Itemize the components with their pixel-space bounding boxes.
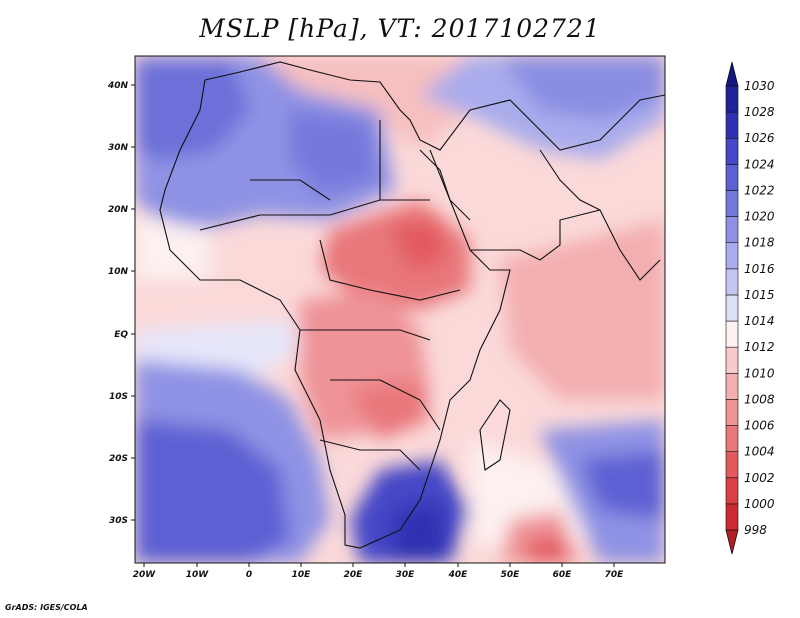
x-tick-label: 30E [396,570,416,580]
tick-marks [131,84,615,567]
colorbar-label: 1018 [744,236,775,250]
colorbar-label: 998 [744,523,767,537]
colorbar-label: 1002 [744,471,775,485]
y-tick-label: 10S [109,392,128,402]
colorbar-label: 1006 [744,419,775,433]
y-axis-labels: 40N 30N 20N 10N EQ 10S 20S 30S [107,81,129,526]
y-tick-label: 10N [108,267,129,277]
colorbar-segment [725,294,739,322]
colorbar-triangle-high [725,61,739,87]
coastlines [159,61,665,549]
x-tick-label: 10E [292,570,312,580]
y-tick-label: 20S [109,454,128,464]
colorbar-segment [725,111,739,139]
x-tick-label: 10W [186,570,210,580]
colorbar-segment [725,346,739,374]
x-tick-label: 40E [448,570,469,580]
colorbar-triangle-low [725,529,739,555]
colorbar-label: 1015 [744,288,775,302]
colorbar-label: 1008 [744,392,775,406]
colorbar-segment [725,268,739,296]
colorbar-segment [725,216,739,244]
y-tick-label: 20N [108,205,129,215]
colorbar-label: 1030 [744,79,775,93]
y-tick-label: 30S [109,516,128,526]
pressure-field [135,56,665,563]
colorbar-segment [725,503,739,531]
colorbar: 998 1000 1002 1004 1006 1008 1010 1012 1014 1015 1… [725,61,775,555]
colorbar-label: 1028 [744,105,775,119]
colorbar-label: 1022 [744,183,775,197]
colorbar-label: 1010 [744,366,775,380]
x-tick-label: 20E [344,570,364,580]
colorbar-segment [725,164,739,191]
x-tick-label: 0 [246,570,252,580]
colorbar-segment [725,85,739,113]
colorbar-label: 1026 [744,131,775,145]
x-tick-label: 60E [553,570,573,580]
y-tick-label: 40N [107,81,129,91]
map-title: MSLP [hPa], VT: 2017102721 [199,14,601,43]
colorbar-label: 1016 [744,262,775,276]
x-axis-labels: 20W 10W 0 10E 20E 30E 40E 50E 60E 70E [133,570,624,580]
x-tick-label: 70E [605,570,625,580]
colorbar-segment [725,190,739,217]
colorbar-label: 1014 [744,314,775,328]
y-tick-label: 30N [108,143,129,153]
x-tick-label: 20W [133,570,157,580]
colorbar-label: 1004 [744,445,775,459]
colorbar-segment [725,477,739,505]
colorbar-label: 1000 [744,497,775,511]
x-tick-label: 50E [501,570,521,580]
colorbar-segment [725,372,739,400]
colorbar-label: 1024 [744,157,775,171]
colorbar-segment [725,137,739,165]
y-tick-label: EQ [114,330,128,340]
colorbar-label: 1020 [744,210,775,224]
colorbar-segment [725,320,739,348]
colorbar-label: 1012 [744,340,775,354]
colorbar-segment [725,425,739,452]
colorbar-segment [725,451,739,479]
colorbar-segment [725,399,739,426]
grads-credit: GrADS: IGES/COLA [5,603,88,612]
plot-frame [134,55,666,564]
colorbar-segment [725,242,739,270]
